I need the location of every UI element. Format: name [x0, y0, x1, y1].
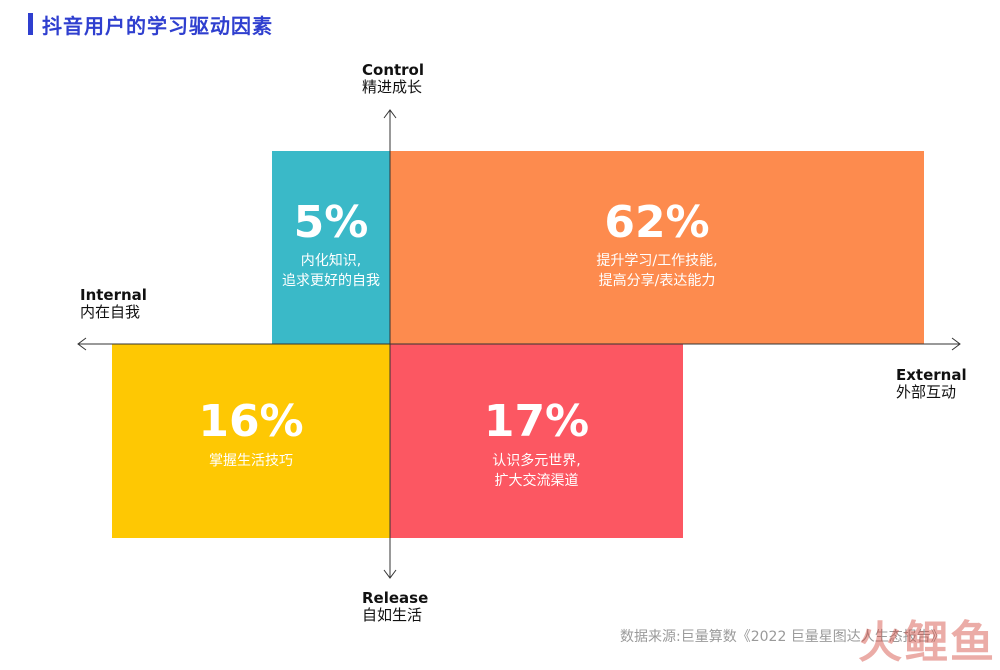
quadrant-external-control-label: 提升学习/工作技能, 提高分享/表达能力 — [390, 251, 924, 291]
axis-label-right-en: External — [896, 366, 967, 384]
data-source-note: 数据来源:巨量算数《2022 巨量星图达人生态报告》 — [620, 629, 945, 645]
title-accent-bar — [28, 13, 33, 35]
watermark-logo: 火鲤鱼 — [858, 617, 996, 668]
x-axis-arrow-left — [77, 337, 87, 351]
quadrant-internal-control: 5% 内化知识, 追求更好的自我 — [272, 151, 390, 344]
axis-label-top-zh: 精进成长 — [362, 78, 423, 96]
axis-label-left-en: Internal — [80, 286, 147, 304]
axis-label-bottom-en: Release — [362, 589, 429, 607]
quadrant-internal-release-value: 16% — [198, 396, 304, 447]
axis-label-top: Control 精进成长 — [362, 62, 424, 96]
y-axis-arrow-top — [383, 109, 397, 119]
axis-label-bottom-zh: 自如生活 — [362, 606, 423, 624]
quadrant-external-control: 62% 提升学习/工作技能, 提高分享/表达能力 — [390, 151, 924, 344]
quadrant-internal-release: 16% 掌握生活技巧 — [112, 344, 390, 538]
axis-label-right: External 外部互动 — [896, 367, 967, 401]
axis-label-left: Internal 内在自我 — [80, 287, 147, 321]
label-line: 提高分享/表达能力 — [598, 273, 716, 289]
quadrant-internal-release-label: 掌握生活技巧 — [112, 451, 390, 471]
page-title: 抖音用户的学习驱动因素 — [42, 14, 273, 38]
label-line: 提升学习/工作技能, — [596, 253, 718, 269]
axis-label-top-en: Control — [362, 61, 425, 79]
label-line: 内化知识, — [300, 253, 362, 269]
quadrant-external-control-value: 62% — [604, 197, 710, 248]
label-line: 追求更好的自我 — [282, 273, 380, 289]
axis-label-right-zh: 外部互动 — [896, 383, 957, 401]
quadrant-external-release-value: 17% — [483, 396, 590, 447]
axis-label-bottom: Release 自如生活 — [362, 590, 428, 624]
y-axis-arrow-bottom — [383, 569, 397, 579]
axis-label-left-zh: 内在自我 — [80, 303, 141, 321]
x-axis-arrow-right — [951, 337, 961, 351]
quadrant-external-release-label: 认识多元世界, 扩大交流渠道 — [390, 451, 683, 491]
label-line: 扩大交流渠道 — [494, 473, 579, 489]
quadrant-external-release: 17% 认识多元世界, 扩大交流渠道 — [390, 344, 683, 538]
quadrant-internal-control-label: 内化知识, 追求更好的自我 — [272, 251, 390, 291]
quadrant-internal-control-value: 5% — [293, 197, 369, 248]
label-line: 认识多元世界, — [492, 453, 581, 469]
label-line: 掌握生活技巧 — [209, 453, 293, 469]
